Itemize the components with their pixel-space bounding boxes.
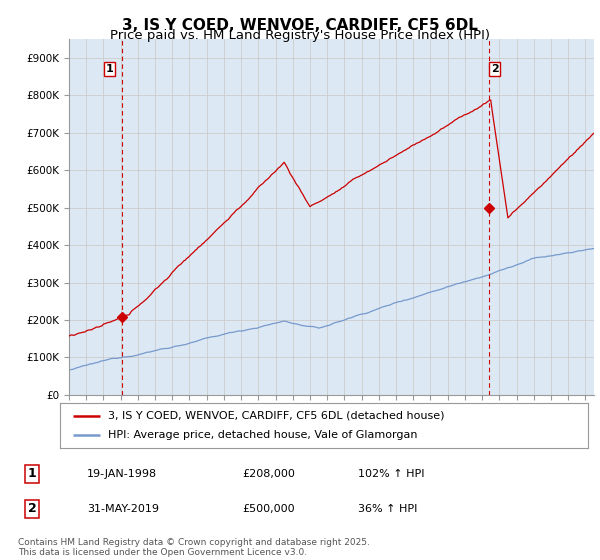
- Text: Price paid vs. HM Land Registry's House Price Index (HPI): Price paid vs. HM Land Registry's House …: [110, 29, 490, 42]
- Text: 31-MAY-2019: 31-MAY-2019: [87, 504, 159, 514]
- Text: 102% ↑ HPI: 102% ↑ HPI: [358, 469, 424, 479]
- Text: 19-JAN-1998: 19-JAN-1998: [87, 469, 157, 479]
- Text: HPI: Average price, detached house, Vale of Glamorgan: HPI: Average price, detached house, Vale…: [107, 431, 417, 441]
- Text: 3, IS Y COED, WENVOE, CARDIFF, CF5 6DL: 3, IS Y COED, WENVOE, CARDIFF, CF5 6DL: [122, 18, 478, 33]
- Text: 36% ↑ HPI: 36% ↑ HPI: [358, 504, 417, 514]
- Text: £208,000: £208,000: [242, 469, 295, 479]
- Text: Contains HM Land Registry data © Crown copyright and database right 2025.
This d: Contains HM Land Registry data © Crown c…: [18, 538, 370, 557]
- Text: 2: 2: [491, 64, 499, 74]
- Text: 2: 2: [28, 502, 37, 515]
- Text: 1: 1: [106, 64, 113, 74]
- Text: 3, IS Y COED, WENVOE, CARDIFF, CF5 6DL (detached house): 3, IS Y COED, WENVOE, CARDIFF, CF5 6DL (…: [107, 410, 444, 421]
- Text: £500,000: £500,000: [242, 504, 295, 514]
- Text: 1: 1: [28, 468, 37, 480]
